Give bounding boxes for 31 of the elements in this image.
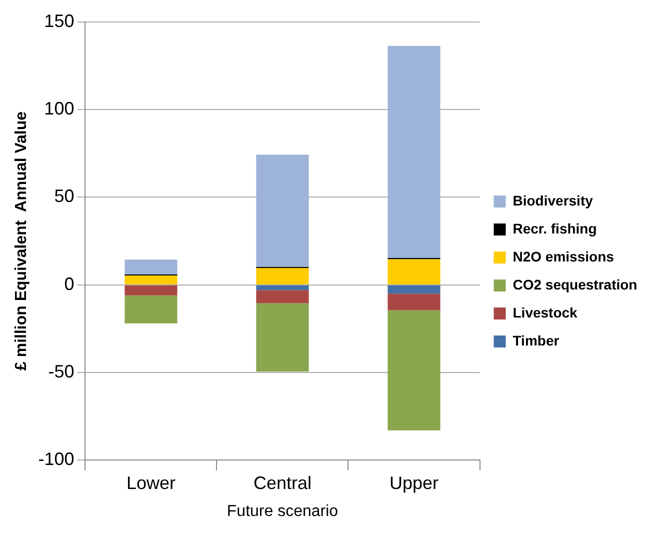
y-tick-label: 0 bbox=[64, 274, 74, 294]
y-axis-title: £ million Equivalent Annual Value bbox=[13, 111, 30, 371]
x-tick-label: Central bbox=[253, 472, 312, 493]
bar bbox=[124, 260, 178, 274]
bar bbox=[124, 276, 178, 284]
bar bbox=[256, 268, 309, 284]
bar bbox=[256, 290, 309, 304]
legend-label: Recr. fishing bbox=[512, 220, 597, 236]
y-tick-label: 50 bbox=[54, 186, 74, 206]
legend-label: Timber bbox=[512, 332, 560, 348]
bar bbox=[388, 259, 440, 284]
bar bbox=[256, 285, 309, 290]
y-tick-label: 100 bbox=[44, 98, 74, 118]
bar bbox=[124, 285, 178, 296]
bar bbox=[388, 310, 440, 430]
x-tick-label: Lower bbox=[126, 472, 176, 493]
y-tick-label: -100 bbox=[38, 449, 74, 470]
bar bbox=[256, 154, 309, 267]
x-axis-title: Future scenario bbox=[226, 502, 338, 520]
legend-label: N2O emissions bbox=[512, 248, 614, 264]
bar bbox=[388, 285, 440, 294]
legend-label: CO2 sequestration bbox=[512, 276, 638, 292]
legend-label: Biodiversity bbox=[512, 192, 594, 208]
x-tick-label: Upper bbox=[389, 472, 439, 493]
bar bbox=[388, 294, 440, 310]
y-tick-label: 150 bbox=[44, 10, 74, 31]
bar bbox=[388, 46, 440, 258]
y-tick-label: -50 bbox=[48, 361, 74, 382]
bar bbox=[256, 303, 309, 372]
bar bbox=[124, 295, 178, 324]
legend-label: Livestock bbox=[512, 304, 578, 320]
